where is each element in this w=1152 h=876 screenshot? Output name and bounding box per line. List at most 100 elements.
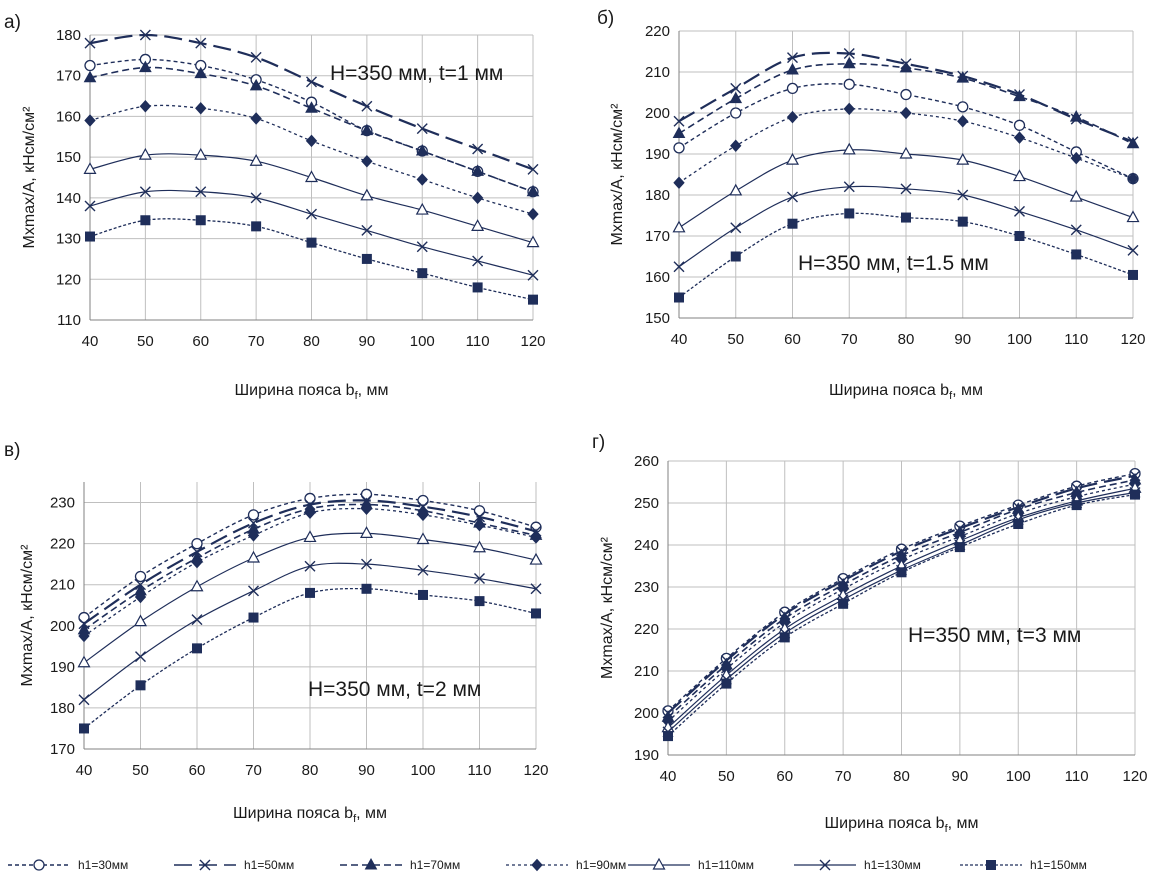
series-7 xyxy=(674,208,1138,303)
data-point xyxy=(195,37,207,49)
data-point xyxy=(730,222,742,234)
data-point xyxy=(84,37,96,49)
data-point xyxy=(1127,244,1139,256)
series-6 xyxy=(78,558,542,706)
data-point xyxy=(899,146,913,159)
data-point xyxy=(78,629,90,643)
data-point xyxy=(247,509,260,521)
series-4 xyxy=(673,102,1139,189)
data-point xyxy=(956,71,970,83)
x-tick-label: 50 xyxy=(727,331,744,348)
legend-item: h1=130мм xyxy=(794,858,921,872)
series-1 xyxy=(673,78,1139,185)
y-tick-label: 150 xyxy=(56,149,81,166)
data-point xyxy=(306,208,317,220)
y-tick-label: 210 xyxy=(634,663,659,680)
data-point xyxy=(1014,231,1025,241)
chart-annotation: H=350 мм, t=2 мм xyxy=(308,678,481,701)
data-point xyxy=(361,583,372,594)
legend-item: h1=70мм xyxy=(340,857,460,872)
data-point xyxy=(787,191,798,203)
data-point xyxy=(472,255,484,267)
x-tick-label: 80 xyxy=(893,768,910,785)
data-point xyxy=(84,59,96,72)
data-point xyxy=(531,608,541,619)
x-tick-label: 120 xyxy=(520,333,545,350)
series-3 xyxy=(672,56,1140,149)
data-point xyxy=(1130,489,1140,500)
data-point xyxy=(195,102,207,115)
y-tick-label: 190 xyxy=(50,659,75,676)
data-point xyxy=(361,154,373,168)
data-point xyxy=(674,292,684,303)
series-7 xyxy=(79,583,541,734)
y-tick-label: 170 xyxy=(50,741,75,758)
data-point xyxy=(786,62,799,75)
legend-marker xyxy=(531,858,543,872)
y-tick-label: 170 xyxy=(56,68,81,85)
x-tick-label: 40 xyxy=(82,333,99,350)
data-point xyxy=(140,215,151,226)
legend-label: h1=150мм xyxy=(1030,858,1087,872)
data-point xyxy=(472,540,487,553)
data-point xyxy=(135,680,146,691)
chart-annotation: H=350 мм, t=3 мм xyxy=(908,624,1081,647)
x-tick-label: 70 xyxy=(835,768,852,785)
data-point xyxy=(956,152,970,165)
y-tick-label: 240 xyxy=(634,537,659,554)
series-line xyxy=(667,472,1136,712)
series-line xyxy=(667,479,1136,718)
data-point xyxy=(528,294,538,305)
y-tick-label: 210 xyxy=(645,64,670,81)
y-tick-label: 200 xyxy=(634,705,659,722)
data-point xyxy=(900,88,912,101)
x-tick-label: 50 xyxy=(132,762,149,779)
x-tick-label: 60 xyxy=(784,331,801,348)
legend-label: h1=130мм xyxy=(864,858,921,872)
data-point xyxy=(83,162,97,174)
legend-marker xyxy=(33,859,45,871)
series-2 xyxy=(84,29,539,175)
data-point xyxy=(957,114,969,128)
data-point xyxy=(530,583,542,595)
series-5 xyxy=(672,142,1140,233)
y-tick-label: 230 xyxy=(50,495,75,512)
data-point xyxy=(417,268,428,279)
data-point xyxy=(843,102,855,116)
data-point xyxy=(85,231,95,242)
y-tick-label: 260 xyxy=(634,453,659,470)
x-tick-label: 40 xyxy=(671,331,688,348)
x-axis-title: Ширина пояса bf, мм xyxy=(829,382,983,402)
data-point xyxy=(1128,269,1138,280)
x-tick-label: 110 xyxy=(1065,768,1089,785)
data-point xyxy=(779,632,790,643)
data-point xyxy=(416,123,428,135)
data-point xyxy=(415,143,429,156)
data-point xyxy=(843,78,855,90)
data-point xyxy=(673,115,685,127)
data-point xyxy=(135,651,146,663)
x-tick-label: 100 xyxy=(1007,331,1032,348)
data-point xyxy=(1014,205,1025,217)
y-axis-title: Mxmax/A, кНсм/см² xyxy=(21,106,38,249)
data-point xyxy=(471,219,485,231)
series-line xyxy=(667,491,1136,733)
data-point xyxy=(359,526,374,538)
data-point xyxy=(1126,136,1140,149)
panel-label: г) xyxy=(592,432,605,453)
legend-marker xyxy=(364,857,378,870)
data-point xyxy=(1012,169,1027,182)
data-point xyxy=(721,678,732,689)
series-5 xyxy=(83,147,540,248)
legend-label: h1=90мм xyxy=(576,858,626,872)
data-point xyxy=(84,200,96,212)
legend-marker xyxy=(652,857,666,870)
legend-item: h1=150мм xyxy=(960,858,1087,872)
y-tick-label: 160 xyxy=(645,269,670,286)
y-tick-label: 120 xyxy=(56,271,81,288)
data-point xyxy=(139,29,151,41)
x-tick-label: 80 xyxy=(303,333,320,350)
data-point xyxy=(247,529,260,542)
x-tick-label: 90 xyxy=(358,762,375,779)
x-tick-label: 110 xyxy=(466,333,490,350)
